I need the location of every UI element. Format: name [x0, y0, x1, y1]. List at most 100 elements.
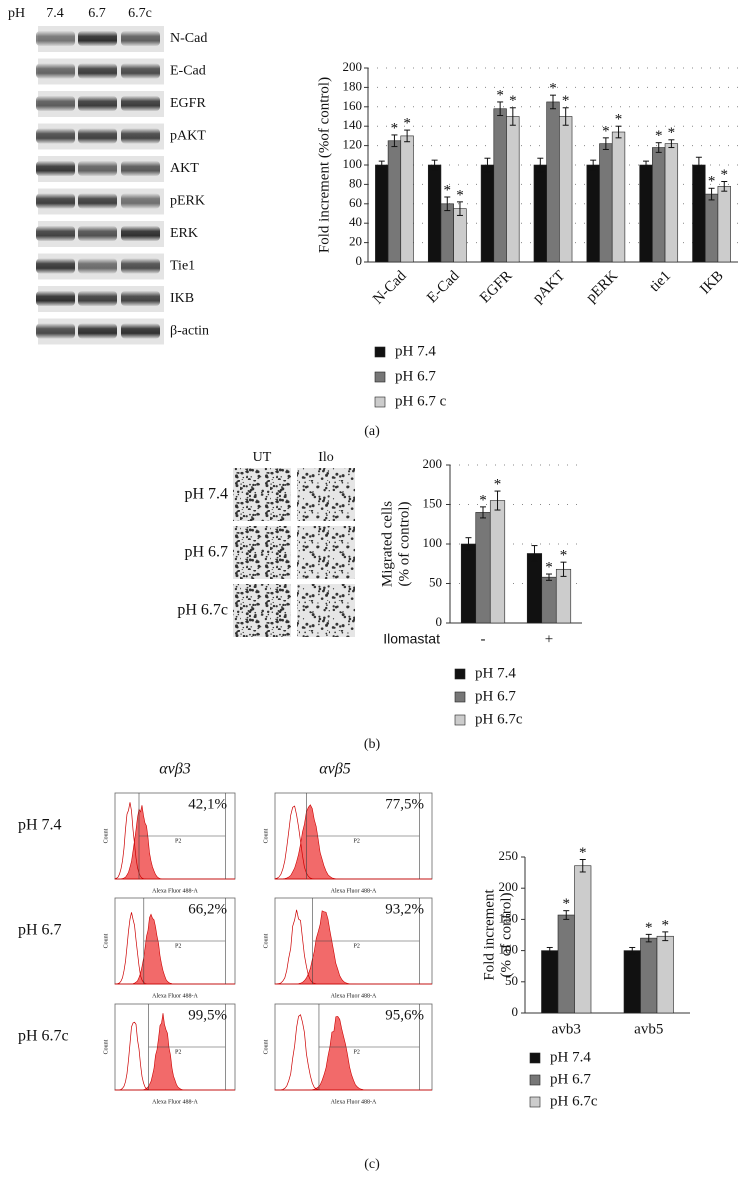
bar — [506, 116, 520, 263]
blot-band — [121, 96, 160, 111]
percentage: 93,2% — [385, 901, 424, 917]
y-tick-label: 160 — [343, 98, 363, 113]
blot-band — [121, 63, 160, 79]
percentage: 66,2% — [188, 901, 227, 917]
legend-swatch — [454, 668, 466, 680]
x-tick-label: + — [545, 631, 553, 647]
y-tick-label: 20 — [349, 234, 362, 249]
x-tick-label: avb3 — [552, 1021, 581, 1037]
x-tick-label: pERK — [583, 268, 621, 306]
significance: * — [645, 920, 653, 936]
axis-title: Count — [263, 828, 269, 843]
legend-label: pH 6.7c — [475, 711, 523, 727]
y-tick-label: 40 — [349, 214, 362, 229]
blot-band — [36, 31, 75, 46]
significance: * — [456, 187, 464, 203]
significance: * — [403, 116, 411, 132]
significance: * — [602, 123, 610, 139]
gate-label: P2 — [354, 838, 360, 844]
flow-row: pH 6.7c — [18, 1028, 69, 1045]
migration-column: Ilo — [318, 450, 334, 465]
x-tick-label: EGFR — [477, 268, 515, 306]
blot-band — [78, 193, 117, 209]
lane-label: 6.7c — [128, 6, 152, 21]
y-tick-label: 150 — [499, 910, 519, 925]
migration-image — [297, 468, 355, 521]
protein-label: pERK — [170, 194, 205, 209]
migration-image — [297, 526, 355, 579]
significance: * — [391, 120, 399, 136]
y-axis-title: Fold increment — [481, 889, 497, 981]
blot-band — [36, 128, 75, 144]
protein-label: pAKT — [170, 129, 206, 144]
significance: * — [615, 112, 623, 128]
y-tick-label: 0 — [512, 1004, 519, 1019]
bar — [541, 576, 557, 624]
flow-column: αvβ3 — [159, 761, 190, 778]
y-tick-label: 120 — [343, 137, 363, 152]
panel-label: (a) — [364, 424, 380, 439]
migration-image — [297, 584, 355, 637]
control-peak — [114, 912, 235, 985]
significance: * — [579, 845, 587, 861]
legend-label: pH 7.4 — [395, 343, 436, 359]
bar — [555, 568, 572, 624]
protein-label: Tie1 — [170, 259, 195, 274]
flow-row: pH 6.7 — [18, 922, 62, 939]
bar — [559, 116, 573, 263]
axis-title: Count — [263, 933, 269, 948]
legend-label: pH 6.7c — [550, 1093, 598, 1109]
significance: * — [721, 167, 729, 183]
migration-image — [233, 526, 291, 579]
x-tick-label: N-Cad — [370, 268, 410, 308]
significance: * — [708, 174, 716, 190]
axis-title: Count — [263, 1039, 269, 1054]
significance: * — [562, 93, 570, 109]
blot-band — [121, 323, 160, 339]
bar — [639, 164, 653, 263]
control-peak — [274, 805, 432, 880]
bar — [475, 512, 491, 624]
significance: * — [494, 477, 502, 493]
y-tick-label: 100 — [343, 156, 363, 171]
panel-label: (c) — [364, 1157, 380, 1172]
protein-label: N-Cad — [170, 31, 207, 46]
gate-label: P2 — [175, 1049, 181, 1055]
blot-band — [121, 161, 160, 176]
percentage: 77,5% — [385, 796, 424, 812]
flow-row: pH 7.4 — [18, 817, 62, 834]
y-tick-label: 150 — [423, 495, 443, 510]
blot-band — [121, 128, 160, 144]
protein-label: AKT — [170, 161, 199, 176]
flow-column: αvβ5 — [319, 761, 350, 778]
blot-band — [121, 226, 160, 241]
legend-swatch — [529, 1074, 541, 1086]
y-tick-label: 80 — [349, 175, 362, 190]
blot-band — [78, 96, 117, 111]
blot-band — [78, 161, 117, 176]
bar — [400, 135, 414, 263]
legend-label: pH 6.7 — [475, 688, 516, 704]
blot-band — [78, 31, 117, 46]
bar — [493, 108, 507, 263]
legend-swatch — [529, 1052, 541, 1064]
blot-band — [36, 291, 75, 306]
y-tick-label: 100 — [499, 942, 519, 957]
bar — [427, 164, 442, 263]
significance: * — [479, 492, 487, 508]
axis-title: Alexa Fluor 488-A — [331, 888, 377, 894]
legend-swatch — [454, 714, 466, 726]
significance: * — [560, 548, 568, 564]
y-tick-label: 60 — [349, 195, 362, 210]
legend-label: pH 7.4 — [475, 665, 516, 681]
blot-band — [36, 323, 75, 339]
x-tick-label: - — [481, 631, 486, 647]
legend-label: pH 6.7 — [550, 1071, 591, 1087]
panel-label: (b) — [364, 737, 381, 752]
y-tick-label: 200 — [499, 879, 519, 894]
percentage: 99,5% — [188, 1007, 227, 1023]
axis-title: Alexa Fluor 488-A — [152, 993, 198, 999]
protein-label: ERK — [170, 226, 198, 241]
axis-title: Alexa Fluor 488-A — [152, 1099, 198, 1105]
axis-title: Count — [103, 828, 109, 843]
